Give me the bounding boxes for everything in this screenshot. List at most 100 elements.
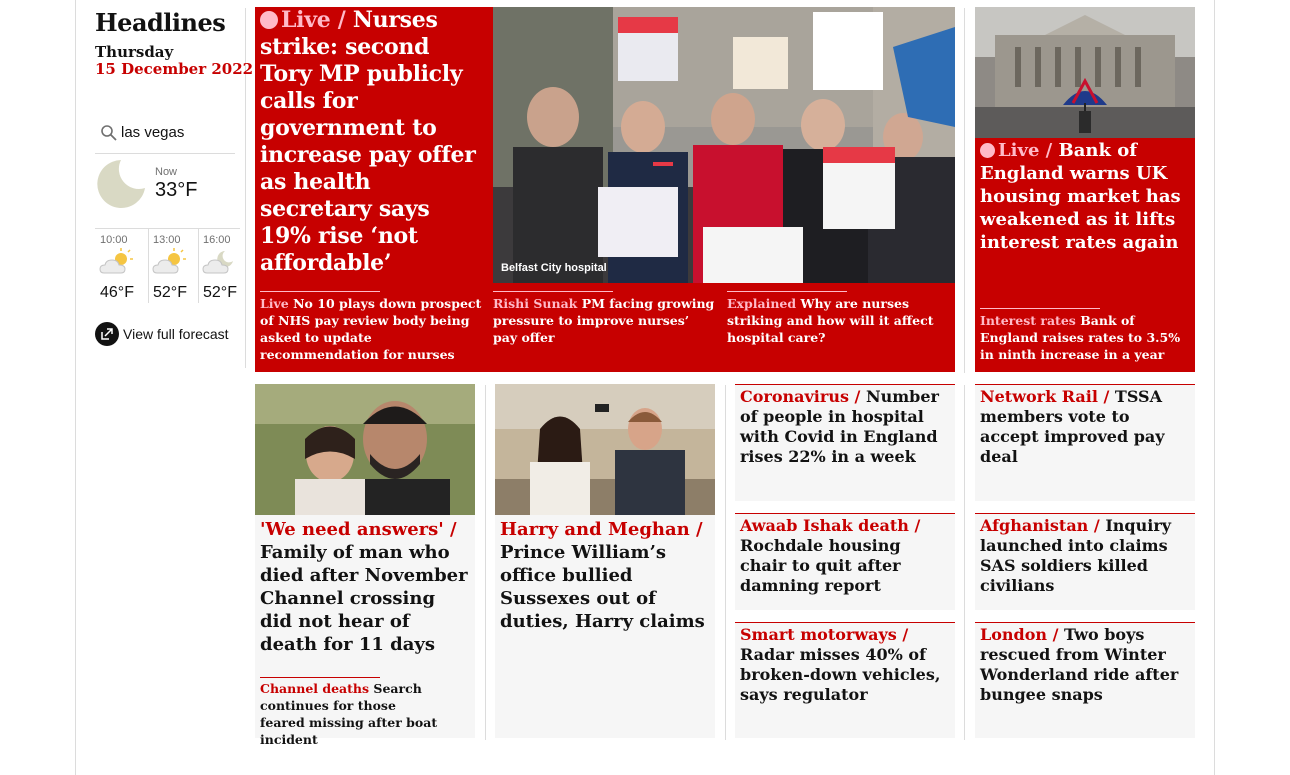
location-search-input[interactable] [121,124,231,141]
boe-headline[interactable]: Live / Bank of England warns UK housing … [980,139,1192,254]
sublink-kicker: Interest rates [980,313,1076,328]
view-full-forecast-link[interactable]: View full forecast [95,322,229,346]
sublink-kicker: Channel deaths [260,681,370,696]
small-card-kicker: London / [980,625,1059,644]
column-divider [725,385,726,740]
forecast-divider [198,229,199,303]
forecast-temperature: 46°F [100,284,134,301]
location-search [95,118,235,154]
channel-headline[interactable]: 'We need answers' / Family of man who di… [260,518,472,656]
section-title: Headlines [95,8,226,37]
small-card-headline[interactable]: Coronavirus / Number of people in hospit… [740,387,949,467]
boe-story-card[interactable]: Live / Bank of England warns UK housing … [975,7,1195,372]
bank-of-england-image [975,7,1195,138]
column-divider [964,8,965,373]
harry-meghan-story-card[interactable]: Harry and Meghan / Prince William’s offi… [495,384,715,738]
small-card-headline[interactable]: London / Two boys rescued from Winter Wo… [980,625,1189,705]
lead-headline-text: Nurses strike: second Tory MP publicly c… [260,7,476,276]
sublink-rule [260,677,380,678]
lead-sublink[interactable]: Rishi Sunak PM facing growing pressure t… [493,295,715,346]
lead-sublink[interactable]: Live No 10 plays down prospect of NHS pa… [260,295,482,363]
forecast-temperature: 52°F [203,284,237,301]
forecast-hour: 16:00 52°F [198,229,240,303]
story-card-small[interactable]: Smart motorways / Radar misses 40% of br… [735,622,955,738]
small-card-kicker: Network Rail / [980,387,1110,406]
nurses-picket-photo: Belfast City hospital [493,7,955,283]
story-card-small[interactable]: Network Rail / TSSA members vote to acce… [975,384,1195,501]
column-divider [245,8,246,368]
sublink-kicker: Rishi Sunak [493,296,578,311]
partly-cloudy-night-icon [202,251,233,274]
lead-sublink[interactable]: Explained Why are nurses striking and ho… [727,295,951,346]
date-day: Thursday [95,43,174,61]
date-full: 15 December 2022 [95,60,254,78]
page-frame [75,0,1215,775]
small-card-kicker: Afghanistan / [980,516,1100,535]
forecast-hour: 13:00 52°F [148,229,198,303]
sublink-text: PM facing growing pressure to improve nu… [493,296,715,345]
forecast-hour: 10:00 46°F [95,229,148,303]
moon-icon [97,160,145,208]
partly-sunny-icon [152,248,186,274]
sublink-rule [493,291,613,292]
small-card-headline[interactable]: Smart motorways / Radar misses 40% of br… [740,625,949,705]
small-card-headline-text: Radar misses 40% of broken-down vehicles… [740,645,941,704]
sublink-rule [727,291,847,292]
boe-headline-text: Bank of England warns UK housing market … [980,140,1181,253]
forecast-time: 16:00 [203,234,231,246]
harry-headline-text: Prince William’s office bullied Sussexes… [500,542,705,632]
photo-caption: Belfast City hospital [501,262,607,274]
small-card-headline[interactable]: Network Rail / TSSA members vote to acce… [980,387,1189,467]
forecast-time: 10:00 [100,234,128,246]
story-card-small[interactable]: Coronavirus / Number of people in hospit… [735,384,955,501]
sublink-rule [980,308,1100,309]
small-card-headline-text: Number of people in hospital with Covid … [740,387,939,466]
harry-headline[interactable]: Harry and Meghan / Prince William’s offi… [500,518,712,633]
small-card-headline-text: Rochdale housing chair to quit after dam… [740,536,901,595]
now-label: Now [155,166,178,178]
sublink-kicker: Explained [727,296,797,311]
small-card-headline-text: Two boys rescued from Winter Wonderland … [980,625,1179,704]
forecast-temperature: 52°F [153,284,187,301]
father-daughter-image [255,384,475,515]
harry-meghan-photo [495,384,715,515]
story-card-small[interactable]: Afghanistan / Inquiry launched into clai… [975,513,1195,610]
boe-sublink[interactable]: Interest rates Bank of England raises ra… [980,312,1192,363]
story-card-small[interactable]: Awaab Ishak death / Rochdale housing cha… [735,513,955,610]
channel-sublink[interactable]: Channel deaths Search continues for thos… [260,680,440,748]
hourly-forecast: 10:00 46°F 13:00 52°F 16:00 52°F [95,228,240,303]
live-kicker: Live / [281,7,346,33]
lead-story-card[interactable]: Live / Nurses strike: second Tory MP pub… [255,7,955,372]
small-card-kicker: Coronavirus / [740,387,861,406]
father-daughter-photo [255,384,475,515]
live-indicator-icon [260,11,278,29]
small-card-headline-text: Inquiry launched into claims SAS soldier… [980,516,1172,595]
lead-headline[interactable]: Live / Nurses strike: second Tory MP pub… [260,7,486,277]
sublink-rule [260,291,380,292]
small-card-headline-text: TSSA members vote to accept improved pay… [980,387,1165,466]
harry-kicker: Harry and Meghan / [500,519,703,540]
small-card-kicker: Smart motorways / [740,625,909,644]
partly-sunny-icon [99,248,133,274]
channel-kicker: 'We need answers' / [260,519,457,540]
channel-story-card[interactable]: 'We need answers' / Family of man who di… [255,384,475,747]
view-full-forecast-label: View full forecast [123,326,229,342]
now-temperature: 33°F [155,179,198,201]
sublink-text: Bank of England raises rates to 3.5% in … [980,313,1181,362]
sublink-text: No 10 plays down prospect of NHS pay rev… [260,296,482,362]
sublink-text: Search continues for those feared missin… [260,681,438,747]
small-card-headline[interactable]: Afghanistan / Inquiry launched into clai… [980,516,1189,596]
small-card-headline[interactable]: Awaab Ishak death / Rochdale housing cha… [740,516,949,596]
external-link-icon [95,322,119,346]
bank-of-england-photo [975,7,1195,138]
search-icon [101,125,117,141]
column-divider [964,385,965,740]
nurses-picket-image [493,7,955,283]
live-indicator-icon [980,143,995,158]
sublink-kicker: Live [260,296,289,311]
forecast-time: 13:00 [153,234,181,246]
harry-meghan-image [495,384,715,515]
small-card-kicker: Awaab Ishak death / [740,516,921,535]
story-card-small[interactable]: London / Two boys rescued from Winter Wo… [975,622,1195,738]
sublink-text: Why are nurses striking and how will it … [727,296,934,345]
